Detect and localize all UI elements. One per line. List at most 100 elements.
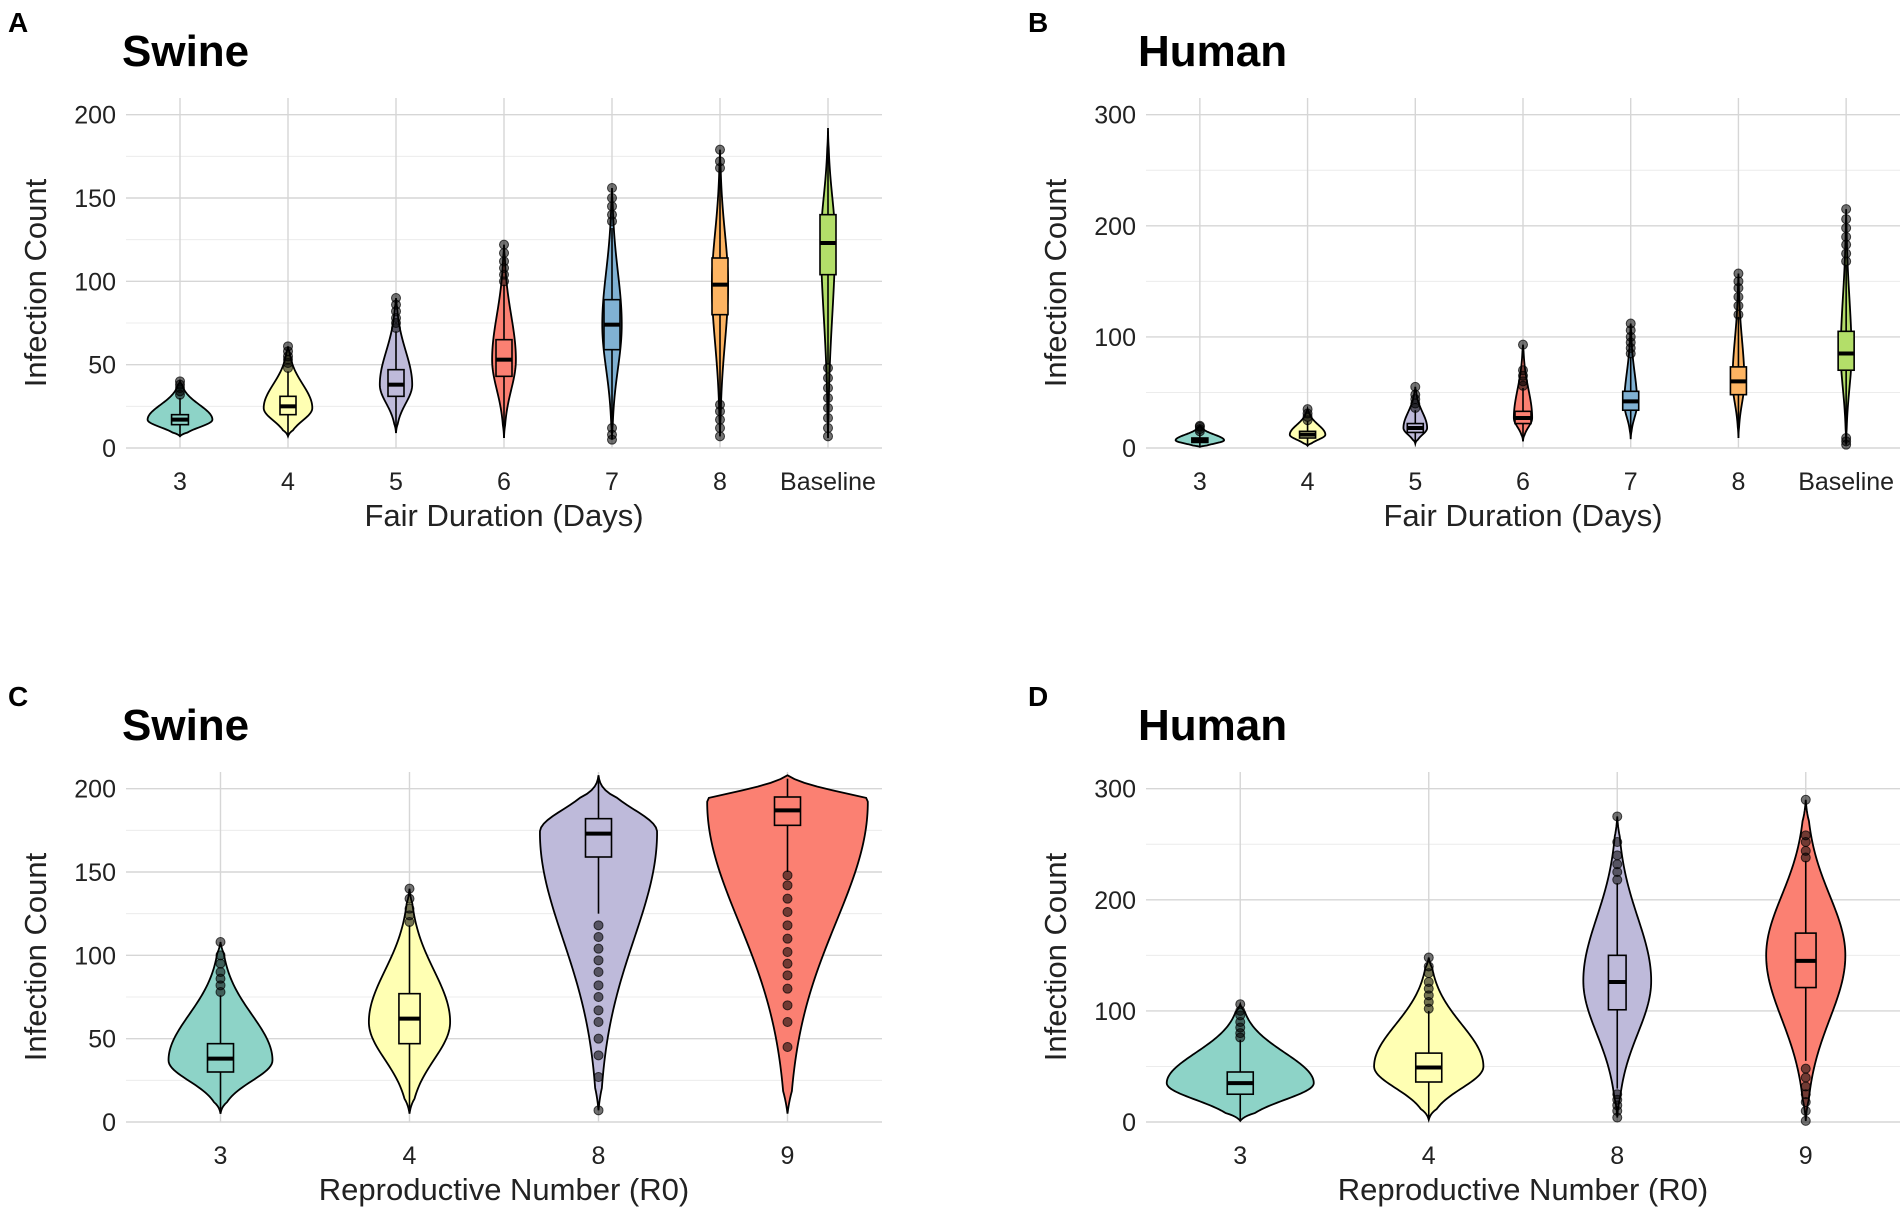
outlier-point xyxy=(593,955,604,966)
violin-3 xyxy=(146,376,214,438)
outlier-point xyxy=(1612,837,1623,847)
outlier-point xyxy=(607,183,617,193)
x-tick-label: 3 xyxy=(1233,1142,1247,1170)
violin-shape xyxy=(706,774,869,1114)
outlier-point xyxy=(1518,339,1528,350)
y-tick-label: 150 xyxy=(74,185,116,213)
outlier-point xyxy=(1612,1089,1623,1100)
outlier-point xyxy=(593,1005,604,1016)
panel-title: Swine xyxy=(122,27,249,76)
y-tick-label: 0 xyxy=(1122,1109,1136,1137)
violin-7 xyxy=(1621,318,1640,440)
outlier-point xyxy=(782,970,793,981)
x-axis-label: Fair Duration (Days) xyxy=(1383,498,1662,533)
y-tick-label: 50 xyxy=(88,1026,116,1054)
panel-title: Human xyxy=(1138,701,1287,750)
outlier-point xyxy=(715,156,725,167)
y-tick-label: 200 xyxy=(74,102,116,130)
y-tick-label: 50 xyxy=(88,352,116,380)
x-tick-label: 8 xyxy=(1731,468,1745,496)
outlier-point xyxy=(1800,1115,1811,1126)
outlier-point xyxy=(607,209,617,220)
panel-letter: B xyxy=(1028,7,1048,38)
outlier-point xyxy=(1841,433,1852,443)
y-tick-label: 200 xyxy=(1094,887,1136,915)
outlier-point xyxy=(715,431,725,442)
outlier-point xyxy=(782,907,793,917)
x-axis-label: Reproductive Number (R0) xyxy=(319,1172,689,1207)
outlier-point xyxy=(715,399,725,410)
outlier-point xyxy=(215,967,226,977)
violin-8 xyxy=(539,775,658,1116)
outlier-point xyxy=(593,1033,604,1044)
x-tick-label: Baseline xyxy=(780,468,876,496)
x-tick-label: 5 xyxy=(1408,468,1422,496)
x-tick-label: 4 xyxy=(281,468,295,496)
x-tick-label: 6 xyxy=(1516,468,1530,496)
outlier-point xyxy=(215,950,226,961)
violin-4 xyxy=(1288,404,1327,448)
y-tick-label: 300 xyxy=(1094,776,1136,804)
panel-letter: D xyxy=(1028,681,1048,712)
y-tick-label: 100 xyxy=(74,942,116,970)
outlier-point xyxy=(782,958,793,969)
violin-shape xyxy=(539,775,658,1111)
outlier-point xyxy=(823,403,833,413)
x-tick-label: 8 xyxy=(592,1142,606,1170)
outlier-point xyxy=(215,958,226,969)
x-axis-label: Fair Duration (Days) xyxy=(364,498,643,533)
outlier-point xyxy=(1518,365,1528,376)
outlier-point xyxy=(823,431,833,442)
outlier-point xyxy=(215,937,226,947)
outlier-point xyxy=(1733,291,1744,302)
outlier-point xyxy=(391,293,401,303)
outlier-point xyxy=(823,373,833,383)
panel-letter: A xyxy=(8,7,28,38)
outlier-point xyxy=(823,363,833,373)
outlier-point xyxy=(782,1042,793,1052)
violin-3 xyxy=(167,937,274,1114)
outlier-point xyxy=(823,383,833,393)
y-tick-label: 100 xyxy=(1094,324,1136,352)
outlier-point xyxy=(1733,309,1744,320)
outlier-point xyxy=(499,248,509,258)
y-tick-label: 0 xyxy=(102,435,116,463)
y-tick-label: 100 xyxy=(1094,998,1136,1026)
outlier-point xyxy=(1612,859,1623,870)
y-tick-label: 100 xyxy=(74,268,116,296)
outlier-point xyxy=(782,880,793,891)
outlier-point xyxy=(499,239,509,250)
panel-a: A Swine 0 50 100 150 200 3 4 5 6 7 8 Baseline Fair Dur… xyxy=(8,7,882,533)
outlier-point xyxy=(593,920,604,931)
y-tick-label: 0 xyxy=(102,1109,116,1137)
outlier-point xyxy=(593,932,604,942)
outlier-point xyxy=(404,893,415,904)
y-tick-label: 300 xyxy=(1094,102,1136,130)
violin-7 xyxy=(601,183,623,445)
outlier-point xyxy=(1841,231,1852,242)
outlier-point xyxy=(1800,794,1811,805)
outlier-point xyxy=(715,144,725,155)
outlier-point xyxy=(782,920,793,931)
outlier-point xyxy=(1733,300,1744,311)
outlier-point xyxy=(782,870,793,881)
outlier-point xyxy=(1410,381,1421,392)
x-tick-label: 3 xyxy=(1193,468,1207,496)
outlier-point xyxy=(1612,850,1623,861)
outlier-point xyxy=(1235,999,1246,1010)
panel-c: C Swine 0 50 100 150 200 3 4 8 9 Reproductive Numbe… xyxy=(8,681,882,1207)
x-tick-label: 7 xyxy=(605,468,619,496)
outlier-point xyxy=(1423,952,1434,963)
x-tick-label: 8 xyxy=(1610,1142,1624,1170)
x-tick-label: 6 xyxy=(497,468,511,496)
outlier-point xyxy=(782,983,793,994)
violin-3 xyxy=(1165,999,1315,1123)
outlier-point xyxy=(782,947,793,957)
violin-baseline xyxy=(1837,204,1855,450)
outlier-point xyxy=(404,883,415,894)
outlier-point xyxy=(1625,318,1636,329)
outlier-point xyxy=(607,423,617,433)
x-tick-label: 8 xyxy=(713,468,727,496)
outlier-point xyxy=(1800,845,1811,856)
